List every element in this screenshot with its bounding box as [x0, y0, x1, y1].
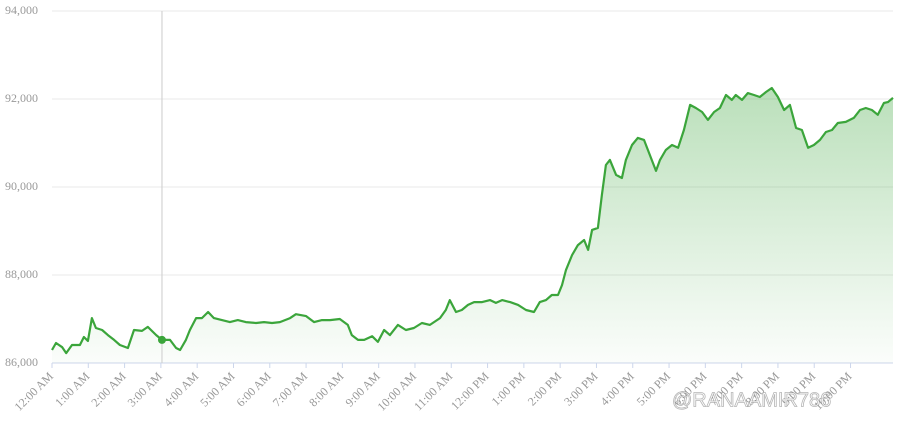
- x-tick-label: 4:00 PM: [597, 369, 637, 409]
- x-tick-label: 5:00 AM: [197, 369, 238, 410]
- x-tick-label: 11:00 AM: [411, 369, 455, 413]
- x-tick-label: 2:00 PM: [525, 369, 565, 409]
- x-tick-label: 1:00 PM: [489, 369, 529, 409]
- y-tick-label: 90,000: [5, 179, 38, 193]
- hover-point: [157, 335, 166, 344]
- y-tick-label: 94,000: [5, 3, 38, 17]
- y-tick-label: 86,000: [5, 355, 38, 369]
- x-tick-label: 10:00 AM: [374, 369, 419, 414]
- watermark: @RANAAMIR786: [672, 389, 831, 411]
- x-tick-label: 3:00 PM: [561, 369, 601, 409]
- x-tick-label: 7:00 AM: [270, 369, 311, 410]
- x-tick-label: 1:00 AM: [52, 369, 93, 410]
- y-tick-label: 92,000: [5, 91, 38, 105]
- area-fill: [52, 88, 893, 363]
- x-tick-label: 3:00 AM: [125, 369, 166, 410]
- x-tick-label: 4:00 AM: [161, 369, 202, 410]
- y-tick-label: 88,000: [5, 267, 38, 281]
- x-tick-label: 5:00 PM: [634, 369, 674, 409]
- price-line: [51, 86, 894, 355]
- x-tick-label: 12:00 PM: [448, 369, 492, 413]
- x-tick-label: 6:00 AM: [234, 369, 275, 410]
- x-tick-label: 2:00 AM: [88, 369, 129, 410]
- x-tick-label: 12:00 AM: [12, 369, 57, 414]
- x-tick-label: 8:00 AM: [306, 369, 347, 410]
